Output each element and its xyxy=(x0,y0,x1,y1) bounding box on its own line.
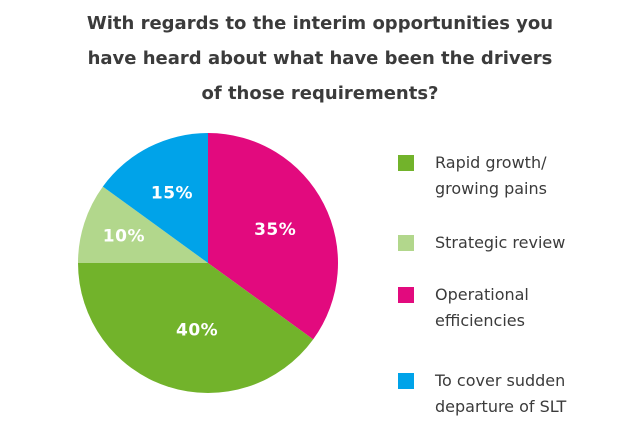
chart-title-line-1: With regards to the interim opportunitie… xyxy=(86,13,554,34)
legend-item-operational-efficiencies: Operational efficiencies xyxy=(398,282,628,334)
legend-item-rapid-growth-growing-pains: Rapid growth/ growing pains xyxy=(398,150,628,202)
pie-slice-strategic-review xyxy=(78,186,208,263)
chart-legend: Rapid growth/ growing pains Strategic rev… xyxy=(398,150,628,420)
pie-slice-label-strategic-review: 10% xyxy=(103,227,145,247)
chart-title-line-2: have heard about what have been the driv… xyxy=(87,48,553,69)
legend-swatch-operational-efficiencies xyxy=(398,287,414,303)
legend-label: Operational efficiencies xyxy=(435,285,529,330)
legend-label: Rapid growth/ growing pains xyxy=(435,153,547,198)
pie-slice-label-operational-efficiencies: 35% xyxy=(254,220,296,240)
pie-chart: 35% 40% 10% 15% xyxy=(78,133,338,393)
legend-swatch-to-cover-sudden-departure-of-slt xyxy=(398,373,414,389)
chart-title-line-3: of those requirements? xyxy=(201,83,439,104)
pie-slice-label-to-cover-sudden-departure-of-slt: 15% xyxy=(151,183,193,203)
pie-slice-rapid-growth-growing-pains xyxy=(78,263,314,393)
legend-item-strategic-review: Strategic review xyxy=(398,230,628,256)
pie-slice-label-rapid-growth-growing-pains: 40% xyxy=(176,320,218,340)
pie-slice-operational-efficiencies xyxy=(208,133,338,340)
pie-slice-to-cover-sudden-departure-of-slt xyxy=(102,133,208,263)
legend-swatch-strategic-review xyxy=(398,235,414,251)
legend-label: Strategic review xyxy=(435,233,566,252)
legend-swatch-rapid-growth-growing-pains xyxy=(398,155,414,171)
chart-title: With regards to the interim opportunitie… xyxy=(0,6,640,111)
legend-label: To cover sudden departure of SLT xyxy=(435,371,567,416)
legend-item-to-cover-sudden-departure-of-slt: To cover sudden departure of SLT xyxy=(398,368,628,420)
